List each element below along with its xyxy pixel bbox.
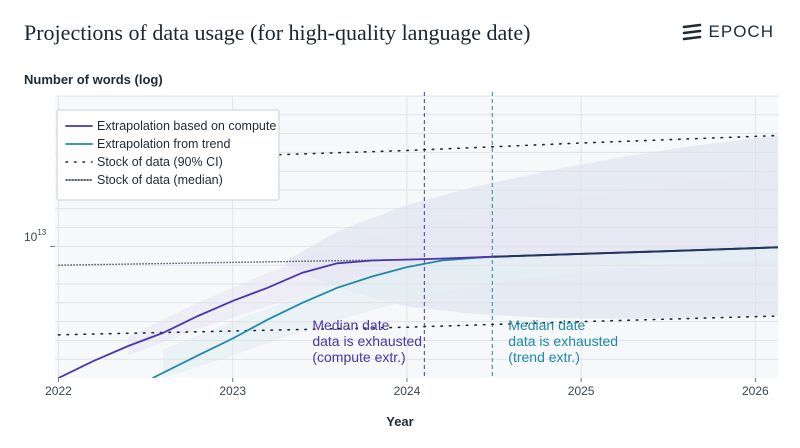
series-merged	[493, 246, 778, 258]
legend-label: Stock of data (median)	[97, 173, 223, 187]
series-stock-ci-upper	[57, 134, 778, 163]
annotation-compute: Median date data is exhausted (compute ext…	[312, 317, 422, 365]
x-tick-label: 2023	[219, 384, 246, 398]
x-tick-label: 2026	[742, 384, 769, 398]
annotation-trend: Median date data is exhausted (trend extr.…	[508, 317, 618, 365]
trend-band	[163, 246, 778, 378]
y-ticks: 1013	[24, 228, 47, 244]
legend-label: Extrapolation from trend	[97, 137, 230, 151]
series-group	[57, 134, 778, 378]
legend[interactable]: Extrapolation based on compute Extrapolat…	[56, 109, 280, 201]
logo-text: EPOCH	[708, 22, 774, 41]
annotations: Median date data is exhausted (compute ext…	[312, 317, 618, 365]
x-axis-label: Year	[386, 414, 414, 429]
x-ticks: 2022 2023 2024 2025 2026	[45, 378, 769, 398]
x-tick-label: 2025	[568, 384, 595, 398]
legend-label: Stock of data (90% CI)	[97, 155, 223, 169]
epoch-logo-icon	[682, 23, 701, 41]
legend-box	[56, 109, 280, 201]
exhaustion-lines	[423, 92, 493, 378]
x-tick-label: 2022	[45, 384, 72, 398]
y-axis-label: Number of words (log)	[24, 72, 163, 87]
y-tick-label: 1013	[24, 228, 47, 244]
series-stock-ci-lower	[57, 315, 778, 336]
x-tick-label: 2024	[394, 384, 421, 398]
legend-label: Extrapolation based on compute	[97, 119, 276, 133]
chart-title: Projections of data usage (for high-qual…	[24, 20, 531, 45]
epoch-logo[interactable]: EPOCH	[681, 22, 774, 42]
